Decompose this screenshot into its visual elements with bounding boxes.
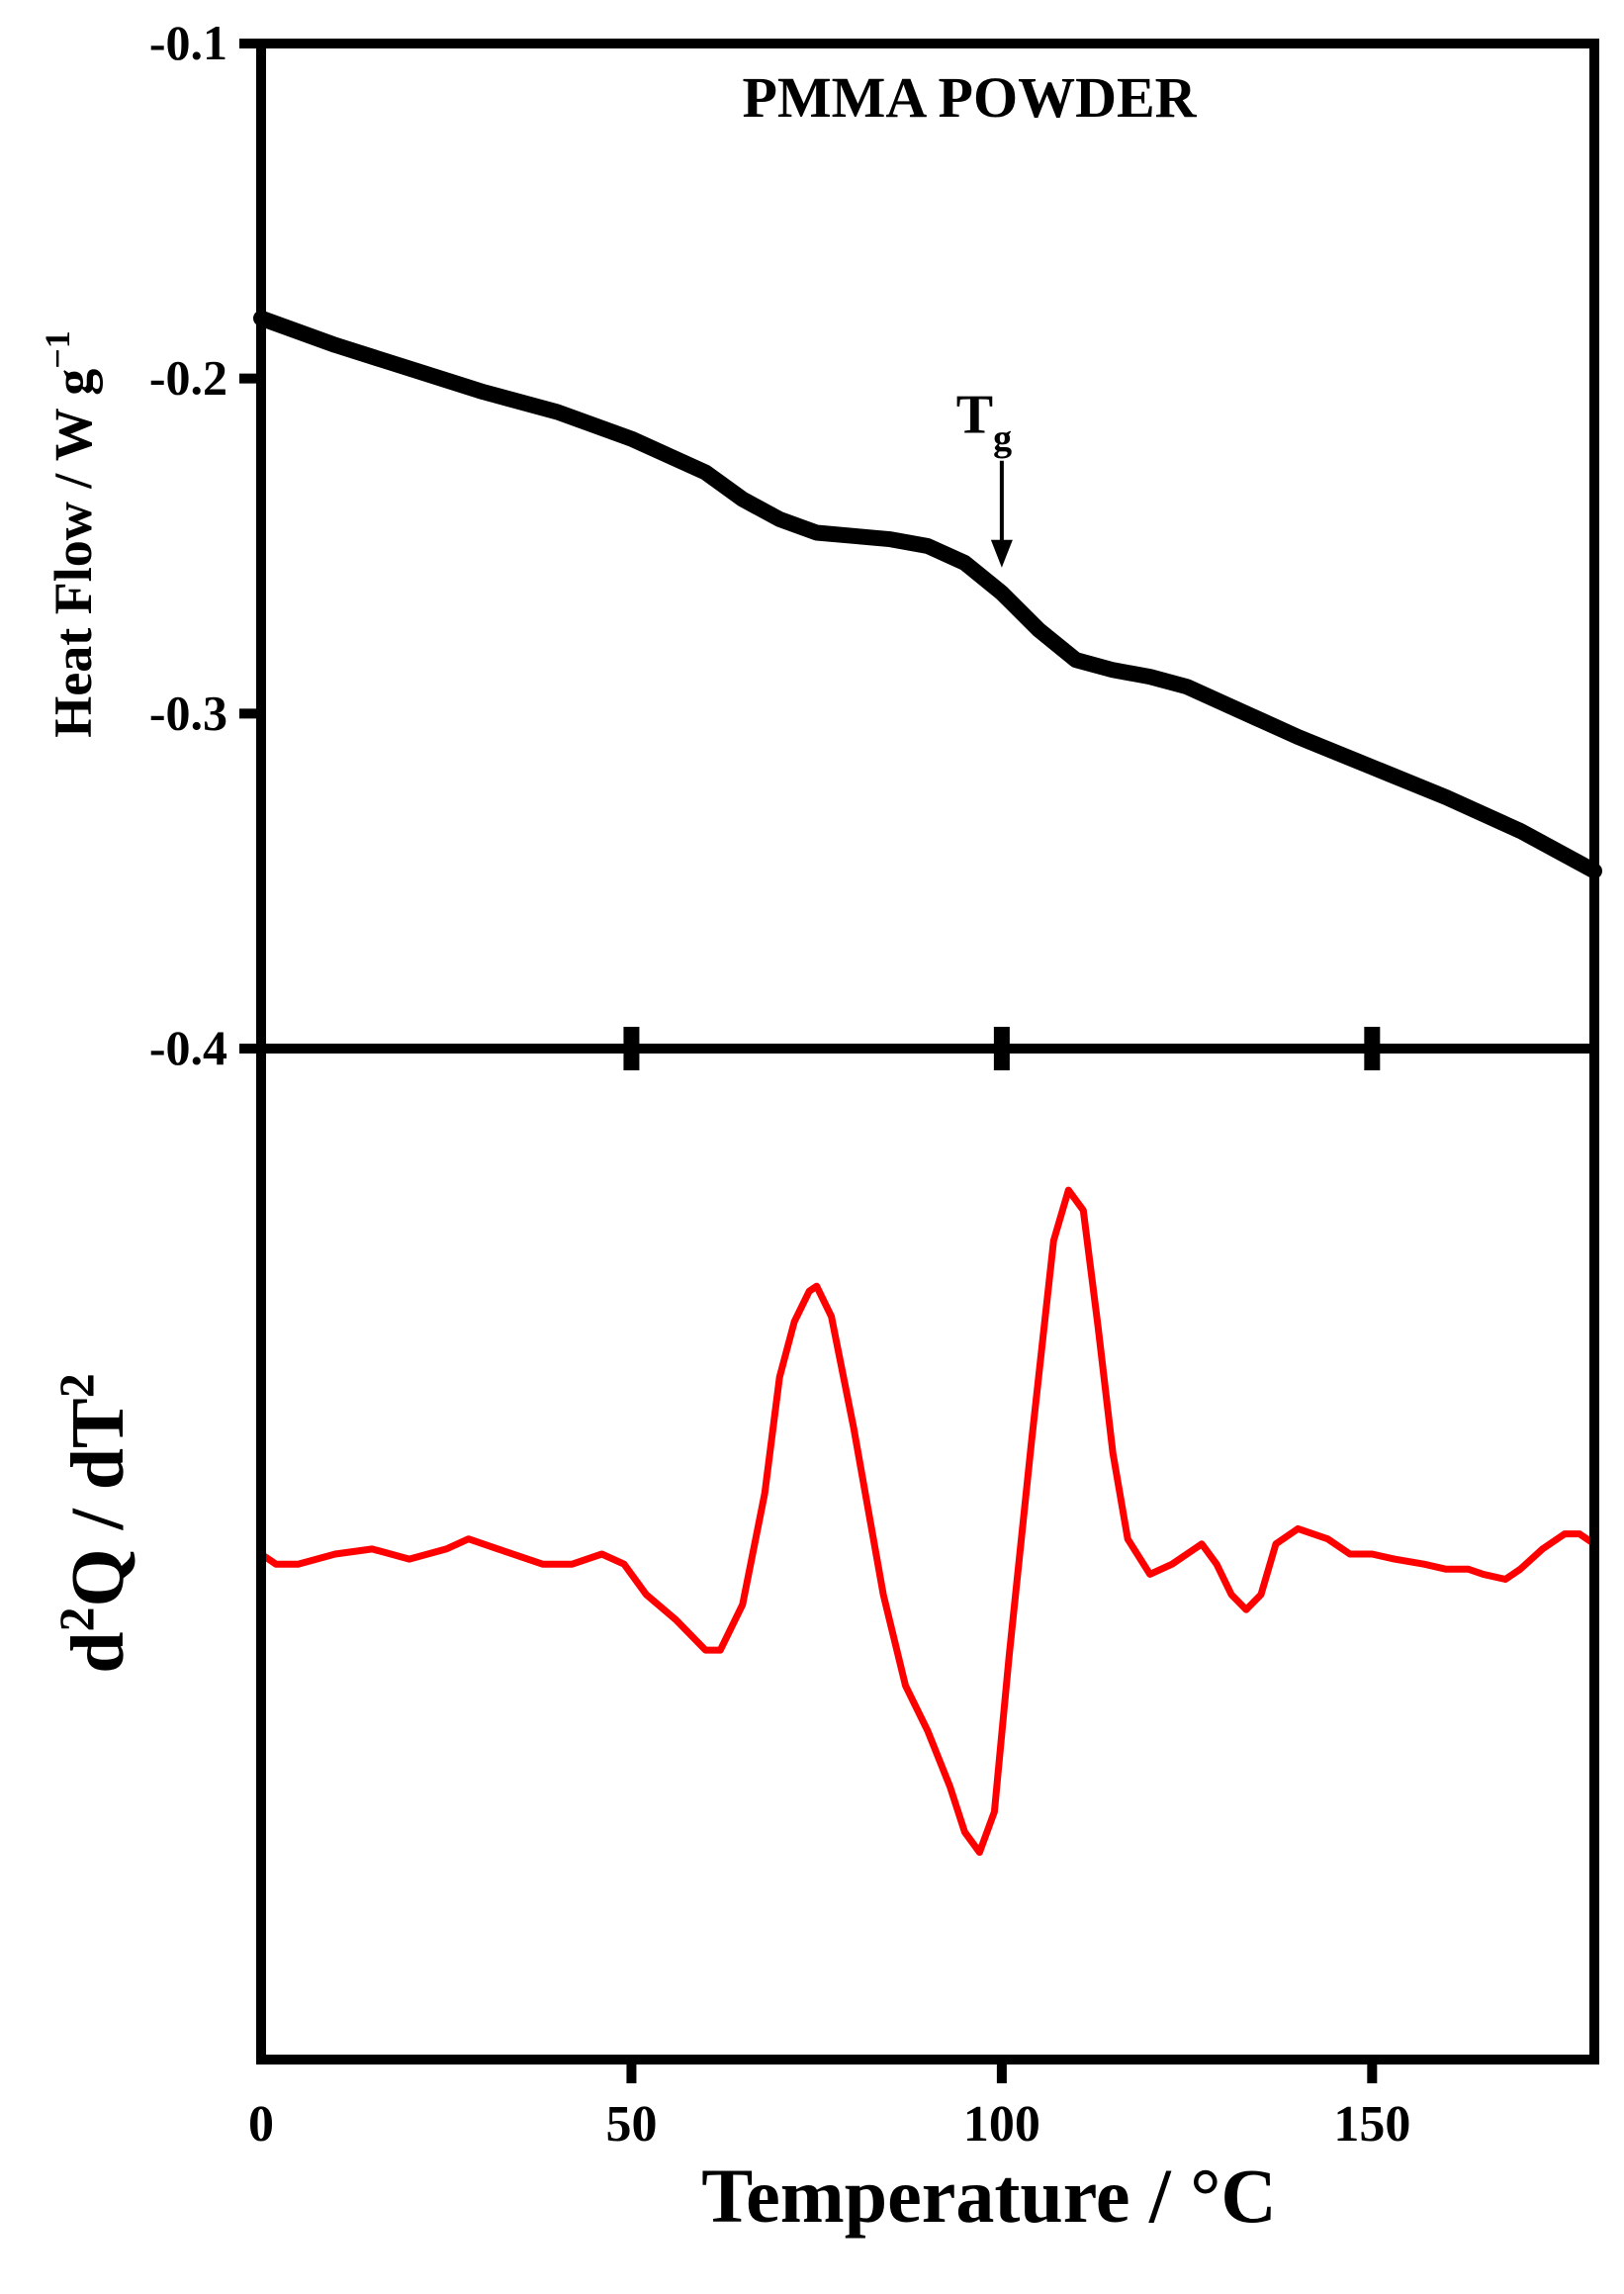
x-tick-label: 100 [963,2096,1040,2153]
derivative-y-label-sup2: 2 [48,1373,104,1398]
heat-flow-panel: -0.1 -0.2 -0.3 -0.4 PMMA POWDER Heat Flow / W… [38,15,1602,1075]
second-derivative-line [257,1186,1598,1856]
x-axis-label: Temperature / °C [701,2153,1276,2239]
derivative-y-label-d: d [56,1631,139,1673]
y-tick-label: -0.4 [149,1020,227,1075]
chart-title: PMMA POWDER [742,65,1197,130]
x-tick-label: 0 [248,2096,274,2153]
derivative-y-label-mid: Q / dT [56,1398,139,1606]
y-tick-label: -0.3 [149,685,227,740]
y-axis-label-superscript: −1 [38,330,77,369]
x-tick-label: 50 [605,2096,657,2153]
tg-arrow-head [990,539,1013,568]
derivative-y-label-sup1: 2 [48,1606,104,1631]
second-derivative-frame [256,1044,1599,2065]
y-tick-label: -0.1 [149,15,227,70]
y-axis-label-text: Heat Flow / W g [44,369,103,738]
tg-annotation-subscript: g [993,418,1012,460]
y-axis-label: Heat Flow / W g−1 [38,330,103,738]
tg-annotation-text: T [956,385,993,446]
x-tick-label: 150 [1333,2096,1410,2153]
tg-annotation: Tg [956,385,1012,460]
heat-flow-line [253,310,1602,879]
y-tick-label: -0.2 [149,350,227,406]
derivative-y-axis-label: d2Q / dT2 [48,1373,139,1673]
